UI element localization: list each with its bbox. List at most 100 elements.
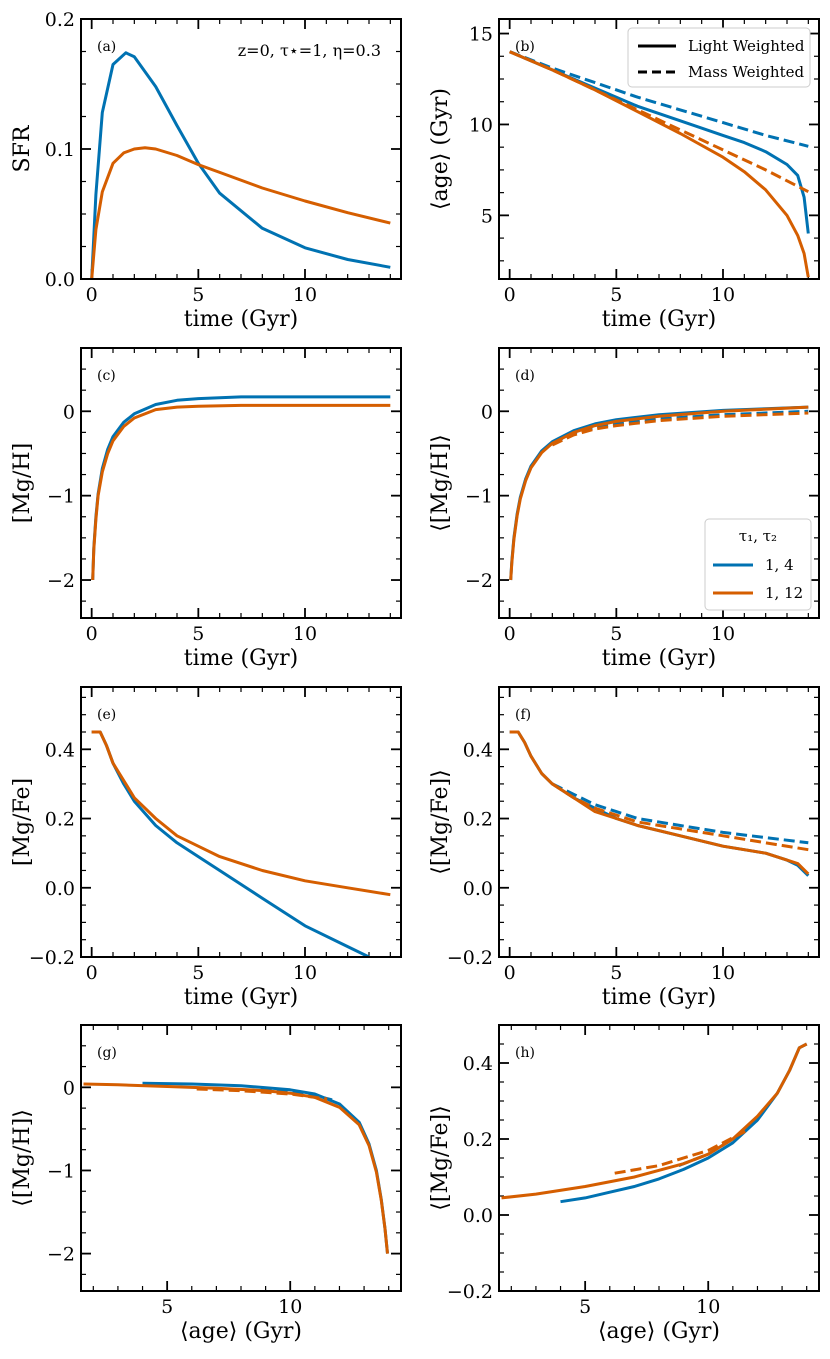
legend-box: [704, 518, 812, 611]
axes-frame: [80, 686, 402, 958]
y-tick-label: 5: [481, 205, 493, 227]
x-tick-label: 5: [610, 284, 622, 306]
y-axis-label: ⟨[Mg/Fe]⟩: [428, 769, 453, 874]
series-line-blue-dashed: [509, 50, 809, 148]
y-tick-label: 10: [469, 114, 493, 136]
axes-frame: [80, 1024, 402, 1292]
x-tick-label: 10: [293, 284, 317, 306]
series-line-orange-solid: [91, 403, 391, 581]
x-tick-label: 0: [86, 284, 98, 306]
y-tick-label: −0.2: [447, 1281, 493, 1303]
series-line-orange-dashed: [196, 1087, 328, 1101]
series-line-orange-solid: [509, 730, 810, 875]
y-axis-label: SFR: [10, 124, 35, 172]
y-tick-label: 0: [63, 1077, 75, 1099]
x-tick-label: 5: [579, 1296, 591, 1318]
panel-g: 5 10 −2 −1 0 (g) ⟨age⟩ (Gyr) ⟨[Mg/H]⟩: [10, 1024, 402, 1344]
panel-label: (h): [515, 1045, 535, 1061]
y-tick-label: −2: [465, 570, 493, 592]
x-axis-label: time (Gyr): [602, 985, 716, 1010]
x-tick-label: 5: [610, 623, 622, 645]
y-tick-label: 0.0: [463, 878, 493, 900]
panel-d: 0 5 10 −2 −1 0 (d) time (Gyr) ⟨[Mg/H]⟩ τ₁, τ₂ 1, 4…: [428, 347, 820, 671]
y-tick-label: −0.2: [29, 947, 75, 969]
x-tick-label: 10: [696, 1296, 720, 1318]
series-line-blue-solid: [91, 730, 370, 957]
series-line-blue-solid: [90, 51, 391, 279]
panel-label: (d): [515, 368, 535, 384]
x-axis-label: time (Gyr): [602, 307, 716, 332]
x-tick-label: 0: [86, 962, 98, 984]
series-line-blue-solid: [142, 1081, 389, 1254]
y-axis-label: [Mg/Fe]: [10, 778, 35, 866]
axes-frame: [498, 686, 820, 958]
y-tick-label: 0.0: [463, 1205, 493, 1227]
x-tick-label: 5: [192, 284, 204, 306]
y-tick-label: 0.2: [463, 809, 493, 831]
x-axis-label: time (Gyr): [184, 307, 298, 332]
y-axis-label: ⟨age⟩ (Gyr): [428, 88, 453, 210]
legend-title: τ₁, τ₂: [739, 527, 777, 545]
x-tick-label: 0: [504, 962, 516, 984]
axes-frame: [498, 1024, 820, 1292]
y-tick-label: 0: [63, 401, 75, 423]
series-line-orange-dashed: [551, 411, 809, 447]
series-line-orange-dashed: [551, 782, 809, 852]
y-tick-label: −2: [47, 570, 75, 592]
panel-label: (f): [515, 707, 531, 723]
y-tick-label: −0.2: [447, 947, 493, 969]
y-axis-label: ⟨[Mg/Fe]⟩: [428, 1105, 453, 1210]
x-tick-label: 5: [161, 1296, 173, 1318]
y-tick-label: 0.0: [45, 878, 75, 900]
y-tick-label: −1: [47, 486, 75, 508]
panel-h: 5 10 −0.2 0.0 0.2 0.4 (h) ⟨age⟩ (Gyr) ⟨[Mg/Fe]⟩: [428, 1024, 820, 1344]
panel-f: 0 5 10 −0.2 0.0 0.2 0.4 (f) time (Gyr) ⟨[Mg/Fe]⟩: [428, 686, 820, 1010]
panel-e: 0 5 10 −0.2 0.0 0.2 0.4 (e) time (Gyr) [Mg/Fe]: [10, 686, 402, 1010]
y-tick-label: −1: [465, 486, 493, 508]
x-axis-label: ⟨age⟩ (Gyr): [180, 1319, 302, 1344]
x-tick-label: 10: [711, 623, 735, 645]
x-tick-label: 5: [192, 962, 204, 984]
panel-a: 0 5 10 0.0 0.1 0.2 (a) z=0, τ⋆=1, η=0.3 time (Gy…: [10, 9, 402, 332]
x-tick-label: 0: [504, 623, 516, 645]
x-axis-label: ⟨age⟩ (Gyr): [598, 1319, 720, 1344]
series-line-orange-dashed: [614, 1130, 746, 1175]
panel-label: (g): [97, 1045, 117, 1061]
series-line-orange-solid: [91, 730, 391, 897]
panel-c: 0 5 10 −2 −1 0 (c) time (Gyr) [Mg/H]: [10, 347, 402, 671]
x-tick-label: 10: [711, 962, 735, 984]
y-tick-label: 0.4: [45, 739, 75, 761]
axes-frame: [80, 18, 402, 280]
x-tick-label: 0: [86, 623, 98, 645]
y-tick-label: 0.2: [45, 809, 75, 831]
y-axis-label: ⟨[Mg/H]⟩: [428, 434, 453, 532]
y-axis-label: [Mg/H]: [10, 443, 35, 523]
legend-label: 1, 12: [765, 584, 803, 602]
series-line-orange-solid: [501, 1042, 808, 1200]
annotation: z=0, τ⋆=1, η=0.3: [238, 41, 381, 60]
x-axis-label: time (Gyr): [184, 646, 298, 671]
y-tick-label: −2: [47, 1244, 75, 1266]
y-tick-label: 0.1: [45, 139, 75, 161]
y-tick-label: 0.4: [463, 739, 493, 761]
y-axis-label: ⟨[Mg/H]⟩: [10, 1109, 35, 1207]
x-axis-label: time (Gyr): [184, 985, 298, 1010]
y-tick-label: 0.2: [45, 9, 75, 31]
legend-models: τ₁, τ₂ 1, 4 1, 12: [704, 518, 812, 611]
legend-label: 1, 4: [765, 556, 794, 574]
x-tick-label: 5: [192, 623, 204, 645]
axes-frame: [498, 347, 820, 619]
panel-b: 0 5 10 5 10 15 (b) time (Gyr) ⟨age⟩ (Gyr) Light W…: [428, 18, 820, 332]
legend-label: Mass Weighted: [688, 63, 805, 81]
x-tick-label: 10: [293, 623, 317, 645]
series-line-blue-solid: [91, 395, 391, 581]
axes-frame: [80, 347, 402, 619]
legend-label: Light Weighted: [688, 37, 805, 55]
series-line-orange-solid: [83, 1082, 389, 1254]
panel-label: (b): [515, 39, 535, 55]
x-tick-label: 10: [293, 962, 317, 984]
panel-label: (e): [97, 707, 116, 723]
panel-label: (c): [97, 368, 116, 384]
y-tick-label: 0.2: [463, 1129, 493, 1151]
y-tick-label: 0.4: [463, 1053, 493, 1075]
